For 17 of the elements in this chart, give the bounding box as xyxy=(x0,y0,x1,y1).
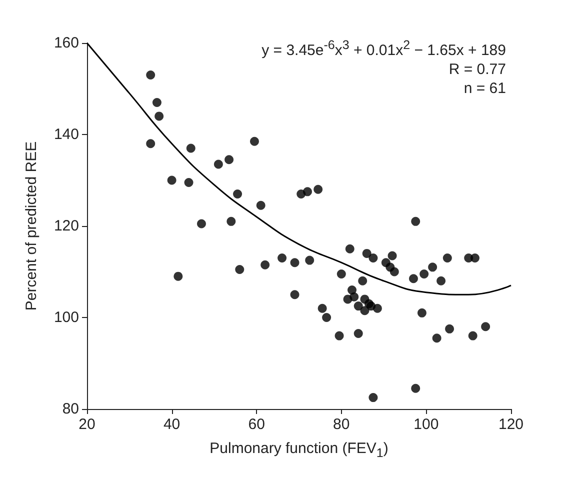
x-tick-label: 80 xyxy=(333,416,350,433)
x-tick-label: 40 xyxy=(163,416,180,433)
annotation: y = 3.45e$^{-6}$x$^{3}$ + 0.01x$^{2}$ − 1.65x + 189 xyxy=(262,38,506,59)
y-tick-label: 80 xyxy=(62,400,79,418)
y-tick-label: 140 xyxy=(54,126,79,143)
y-tick-label: 100 xyxy=(54,309,79,326)
annotation: R = 0.77 xyxy=(448,61,506,78)
x-tick-label: 100 xyxy=(414,416,439,433)
y-axis-title: Percent of predicted REE xyxy=(23,141,40,311)
annotation: n = 61 xyxy=(464,80,506,97)
y-tick-label: 160 xyxy=(54,34,79,52)
x-tick-label: 120 xyxy=(498,416,524,433)
x-tick-label: 20 xyxy=(78,416,96,433)
x-axis-title: Pulmonary function (FEV$_{1}$) xyxy=(208,440,390,460)
y-tick-label: 120 xyxy=(54,218,79,234)
line-series xyxy=(86,42,512,296)
x-tick-label: 60 xyxy=(248,416,265,433)
